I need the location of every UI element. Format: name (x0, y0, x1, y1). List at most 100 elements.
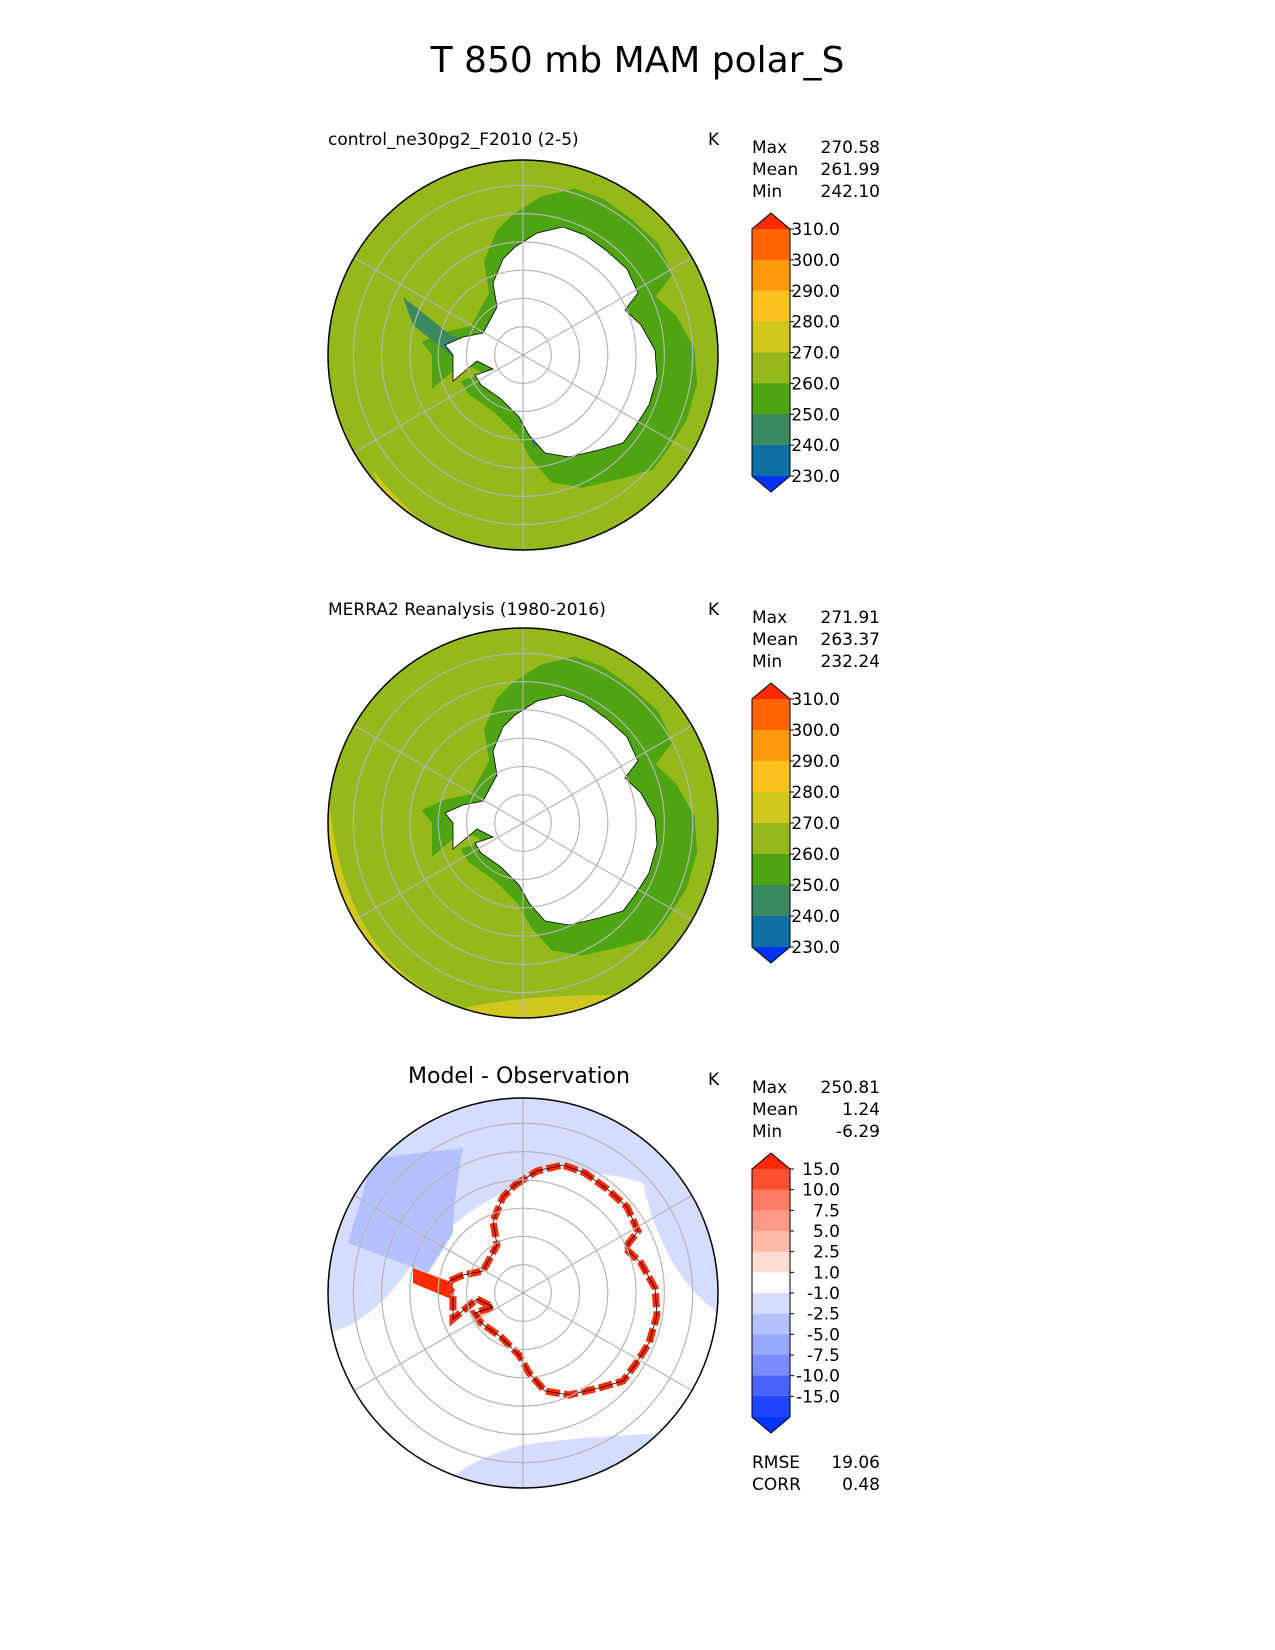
colorbar-tick-label: 250.0 (791, 405, 840, 425)
stat-value: 0.48 (842, 1475, 880, 1495)
graticule (352, 1098, 694, 1488)
colorbar-segment (752, 1355, 790, 1377)
stats-block-diff: Max 250.81 Mean 1.24 Min -6.29 (752, 1077, 880, 1143)
colorbar-tick-label: 290.0 (791, 282, 840, 302)
colorbar-tick-label: 300.0 (791, 251, 840, 271)
colorbar-1: 310.0 300.0 290.0 280.0 270.0 260.0 250.0 240.0… (751, 212, 840, 493)
stat-label: Mean (752, 160, 799, 180)
stat-value: 242.10 (820, 182, 880, 202)
colorbar-segment (752, 1272, 790, 1294)
colorbar-segment (752, 1313, 790, 1335)
panel-title-diff: Model - Observation (408, 1064, 630, 1089)
stat-value: 263.37 (820, 630, 880, 650)
colorbar-tick-label: -15.0 (796, 1387, 840, 1407)
stat-label: Mean (752, 1100, 799, 1120)
stats-block-model: Max 270.58 Mean 261.99 Min 242.10 (752, 137, 880, 203)
meridian-line (522, 724, 693, 824)
colorbar-tick-label: 7.5 (813, 1201, 840, 1221)
colorbar-segment (752, 1293, 790, 1315)
stat-label: Max (752, 1078, 788, 1098)
colorbar-tick-label: 310.0 (791, 220, 840, 240)
stat-value: 271.91 (820, 608, 880, 628)
colorbar-tick-label: 15.0 (802, 1160, 840, 1180)
figure-title: T 850 mb MAM polar_S (430, 40, 845, 81)
colorbar-segment (752, 1251, 790, 1273)
colorbar-tick-label: 260.0 (791, 845, 840, 865)
colorbar-tick-label: 230.0 (791, 938, 840, 958)
colorbar-tick-label: 230.0 (791, 467, 840, 487)
colorbar-segment (752, 885, 790, 917)
colorbar-tick-label: 310.0 (791, 690, 840, 710)
graticule (352, 160, 694, 550)
stat-value: 250.81 (820, 1078, 880, 1098)
colorbar-tick-label: 5.0 (813, 1222, 840, 1242)
colorbar-segment (752, 761, 790, 793)
colorbar-segment (752, 445, 790, 477)
stat-value: -6.29 (836, 1122, 880, 1142)
colorbar-outline (751, 1152, 791, 1434)
colorbar-segment (752, 321, 790, 353)
colorbar-tick-label: 300.0 (791, 721, 840, 741)
colorbar-segment (752, 916, 790, 948)
stats-block-obs: Max 271.91 Mean 263.37 Min 232.24 (752, 607, 880, 673)
colorbar-tick-label: 250.0 (791, 876, 840, 896)
stat-label: RMSE (752, 1453, 801, 1473)
colorbar-segment (752, 290, 790, 323)
colorbar-segment (752, 1375, 790, 1397)
stat-value: 19.06 (831, 1453, 880, 1473)
polar-map-1 (327, 159, 719, 551)
colorbar-segment (752, 259, 790, 292)
meridian-line (353, 256, 524, 356)
colorbar-tick-label: -1.0 (807, 1284, 840, 1304)
meridian-line (353, 822, 524, 922)
units-label-model: K (708, 130, 720, 150)
colorbar-tick-label: 1.0 (813, 1263, 840, 1283)
units-label-diff: K (708, 1070, 720, 1090)
colorbar-extend-min (752, 476, 790, 492)
graticule (352, 628, 694, 1018)
meridian-line (522, 822, 693, 922)
meridian-line (522, 354, 693, 454)
colorbar-extend-max (752, 213, 790, 229)
map-boundary (327, 627, 719, 1019)
stat-label: Min (752, 1122, 783, 1142)
colorbar-segment (752, 1169, 790, 1191)
colorbar-segment (752, 1189, 790, 1211)
stat-value: 1.24 (842, 1100, 880, 1120)
polar-map-2 (327, 627, 719, 1019)
panel-title-obs: MERRA2 Reanalysis (1980-2016) (328, 600, 606, 620)
stat-label: Max (752, 138, 788, 158)
colorbar-segment (752, 383, 790, 415)
colorbar-segment (752, 1231, 790, 1253)
map-boundary (327, 159, 719, 551)
meridian-line (353, 1194, 524, 1294)
stat-label: Max (752, 608, 788, 628)
map-boundary (327, 1097, 719, 1489)
colorbar-2: 310.0 300.0 290.0 280.0 270.0 260.0 250.0 240.0… (751, 682, 840, 964)
colorbar-extend-max (752, 683, 790, 699)
meridian-line (522, 256, 693, 356)
colorbar-segment (752, 792, 790, 824)
colorbar-segment (752, 854, 790, 886)
meridian-line (353, 354, 524, 454)
stat-value: 261.99 (820, 160, 880, 180)
colorbar-segment (752, 1334, 790, 1356)
stat-label: CORR (752, 1475, 801, 1495)
colorbar-segment (752, 699, 790, 731)
colorbar-segment (752, 1210, 790, 1232)
meridian-line (522, 1194, 693, 1294)
field-strong-positive (413, 1268, 453, 1299)
colorbar-tick-label: -7.5 (807, 1346, 840, 1366)
stat-label: Min (752, 182, 783, 202)
colorbar-tick-label: 10.0 (802, 1181, 840, 1201)
colorbar-segment (752, 352, 790, 384)
colorbar-extend-max (752, 1153, 790, 1169)
colorbar-tick-label: 260.0 (791, 374, 840, 394)
colorbar-tick-label: 240.0 (791, 907, 840, 927)
stats-block-skill: RMSE 19.06 CORR 0.48 (752, 1452, 880, 1496)
stat-label: Min (752, 652, 783, 672)
colorbar-tick-label: 270.0 (791, 344, 840, 364)
stat-value: 232.24 (820, 652, 880, 672)
colorbar-segment (752, 823, 790, 855)
